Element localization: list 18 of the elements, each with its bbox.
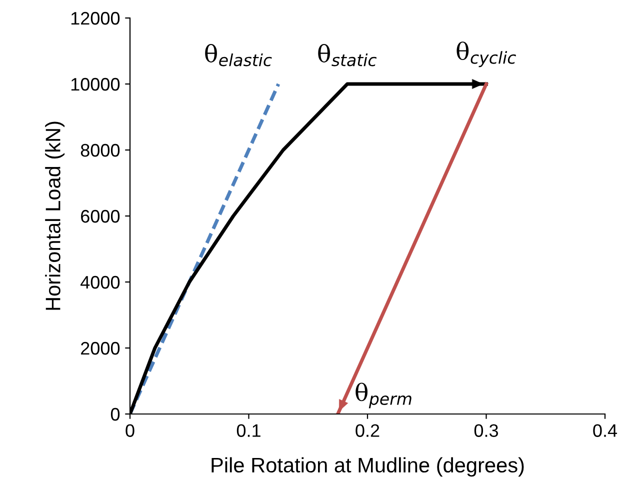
x-tick-label: 0.2 <box>356 424 380 437</box>
x-tick-label: 0.3 <box>474 424 498 437</box>
annotation: θ$_{cyclic}$ <box>456 42 516 68</box>
y-tick-label: 8000 <box>80 144 120 157</box>
y-tick-label: 10000 <box>71 78 120 91</box>
y-tick-label: 4000 <box>80 276 120 289</box>
annotation: θ$_{static}$ <box>318 44 377 66</box>
x-tick-label: 0.1 <box>236 424 260 437</box>
y-tick-label: 12000 <box>71 12 120 25</box>
annotation: θ$_{elastic}$ <box>205 44 272 66</box>
y-tick-label: 2000 <box>81 342 120 355</box>
annotation: θ$_{perm}$ <box>356 382 412 408</box>
y-tick-label: 6000 <box>81 210 120 223</box>
x-axis-title: Pile Rotation at Mudline (degrees) <box>212 457 524 477</box>
x-tick-label: 0 <box>126 424 134 437</box>
y-tick-label: 0 <box>110 408 120 421</box>
y-axis-title: Horizontal Load (kN) <box>45 122 65 310</box>
x-tick-label: 0.4 <box>593 424 618 437</box>
